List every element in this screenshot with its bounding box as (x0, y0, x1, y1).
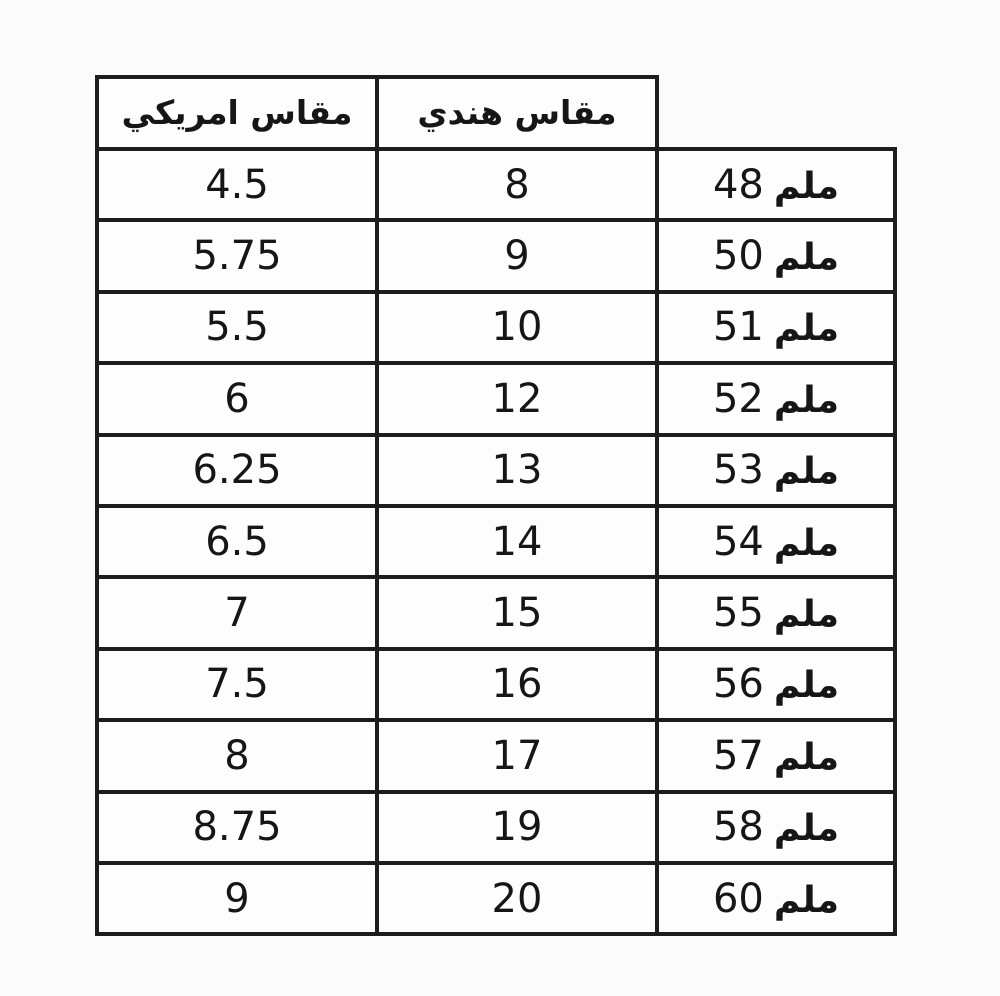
cell-mm-size: 53 ملم (655, 432, 897, 508)
ring-size-table: مقاس امريكي مقاس هندي 4.5 8 48 ملم 5.75 9… (95, 75, 897, 937)
cell-mm-size: 58 ملم (655, 789, 897, 865)
mm-value: 51 (712, 304, 764, 351)
table-row: 7.5 16 56 ملم (95, 646, 897, 723)
table-row: 8 17 57 ملم (95, 718, 897, 794)
mm-value: 52 (712, 375, 764, 422)
mm-value: 48 (712, 161, 764, 208)
mm-unit-label: ملم (773, 736, 840, 778)
cell-indian-size: 20 (375, 860, 659, 937)
header-american-size: مقاس امريكي (95, 75, 379, 151)
mm-unit-label: ملم (773, 308, 840, 350)
cell-indian-size: 9 (375, 218, 659, 294)
cell-american-size: 6.25 (95, 432, 379, 508)
header-indian-size: مقاس هندي (375, 75, 659, 151)
mm-unit-label: ملم (773, 665, 840, 707)
cell-american-size: 8.75 (95, 789, 379, 865)
cell-mm-size: 52 ملم (655, 361, 897, 437)
mm-value: 56 (712, 661, 764, 708)
cell-american-size: 8 (95, 718, 379, 794)
mm-unit-label: ملم (773, 522, 840, 564)
mm-unit-label: ملم (773, 165, 840, 207)
mm-value: 54 (712, 518, 764, 565)
cell-indian-size: 12 (375, 361, 659, 437)
cell-mm-size: 55 ملم (655, 575, 897, 651)
mm-unit-label: ملم (773, 451, 840, 493)
table-row: 9 20 60 ملم (95, 860, 897, 937)
cell-indian-size: 16 (375, 646, 659, 723)
table-row: 6.5 14 54 ملم (95, 503, 897, 580)
cell-american-size: 7.5 (95, 646, 379, 723)
mm-value: 58 (712, 804, 764, 851)
cell-american-size: 6.5 (95, 503, 379, 580)
cell-indian-size: 17 (375, 718, 659, 794)
table-row: 6 12 52 ملم (95, 361, 897, 437)
mm-value: 55 (712, 590, 764, 637)
cell-indian-size: 13 (375, 432, 659, 508)
cell-mm-size: 54 ملم (655, 503, 897, 580)
cell-indian-size: 14 (375, 503, 659, 580)
cell-american-size: 5.5 (95, 289, 379, 366)
cell-american-size: 7 (95, 575, 379, 651)
table-row: 7 15 55 ملم (95, 575, 897, 651)
cell-mm-size: 50 ملم (655, 218, 897, 294)
mm-value: 57 (712, 732, 764, 779)
cell-mm-size: 51 ملم (655, 289, 897, 366)
mm-value: 60 (712, 875, 764, 922)
cell-indian-size: 19 (375, 789, 659, 865)
cell-american-size: 4.5 (95, 146, 379, 223)
table-row: 5.75 9 50 ملم (95, 218, 897, 294)
mm-value: 53 (712, 447, 764, 494)
cell-indian-size: 8 (375, 146, 659, 223)
cell-mm-size: 48 ملم (655, 146, 897, 223)
mm-unit-label: ملم (773, 594, 840, 636)
mm-value: 50 (712, 233, 764, 280)
mm-unit-label: ملم (773, 379, 840, 421)
cell-mm-size: 57 ملم (655, 718, 897, 794)
table-row: 4.5 8 48 ملم (95, 146, 897, 223)
cell-indian-size: 15 (375, 575, 659, 651)
mm-unit-label: ملم (773, 879, 840, 921)
cell-american-size: 5.75 (95, 218, 379, 294)
cell-american-size: 9 (95, 860, 379, 937)
cell-american-size: 6 (95, 361, 379, 437)
cell-mm-size: 56 ملم (655, 646, 897, 723)
header-row: مقاس امريكي مقاس هندي (95, 75, 895, 151)
cell-mm-size: 60 ملم (655, 860, 897, 937)
table-row: 6.25 13 53 ملم (95, 432, 897, 508)
cell-indian-size: 10 (375, 289, 659, 366)
mm-unit-label: ملم (773, 808, 840, 850)
header-empty-cell (657, 77, 895, 149)
table-row: 5.5 10 51 ملم (95, 289, 897, 366)
mm-unit-label: ملم (773, 237, 840, 279)
table-row: 8.75 19 58 ملم (95, 789, 897, 865)
